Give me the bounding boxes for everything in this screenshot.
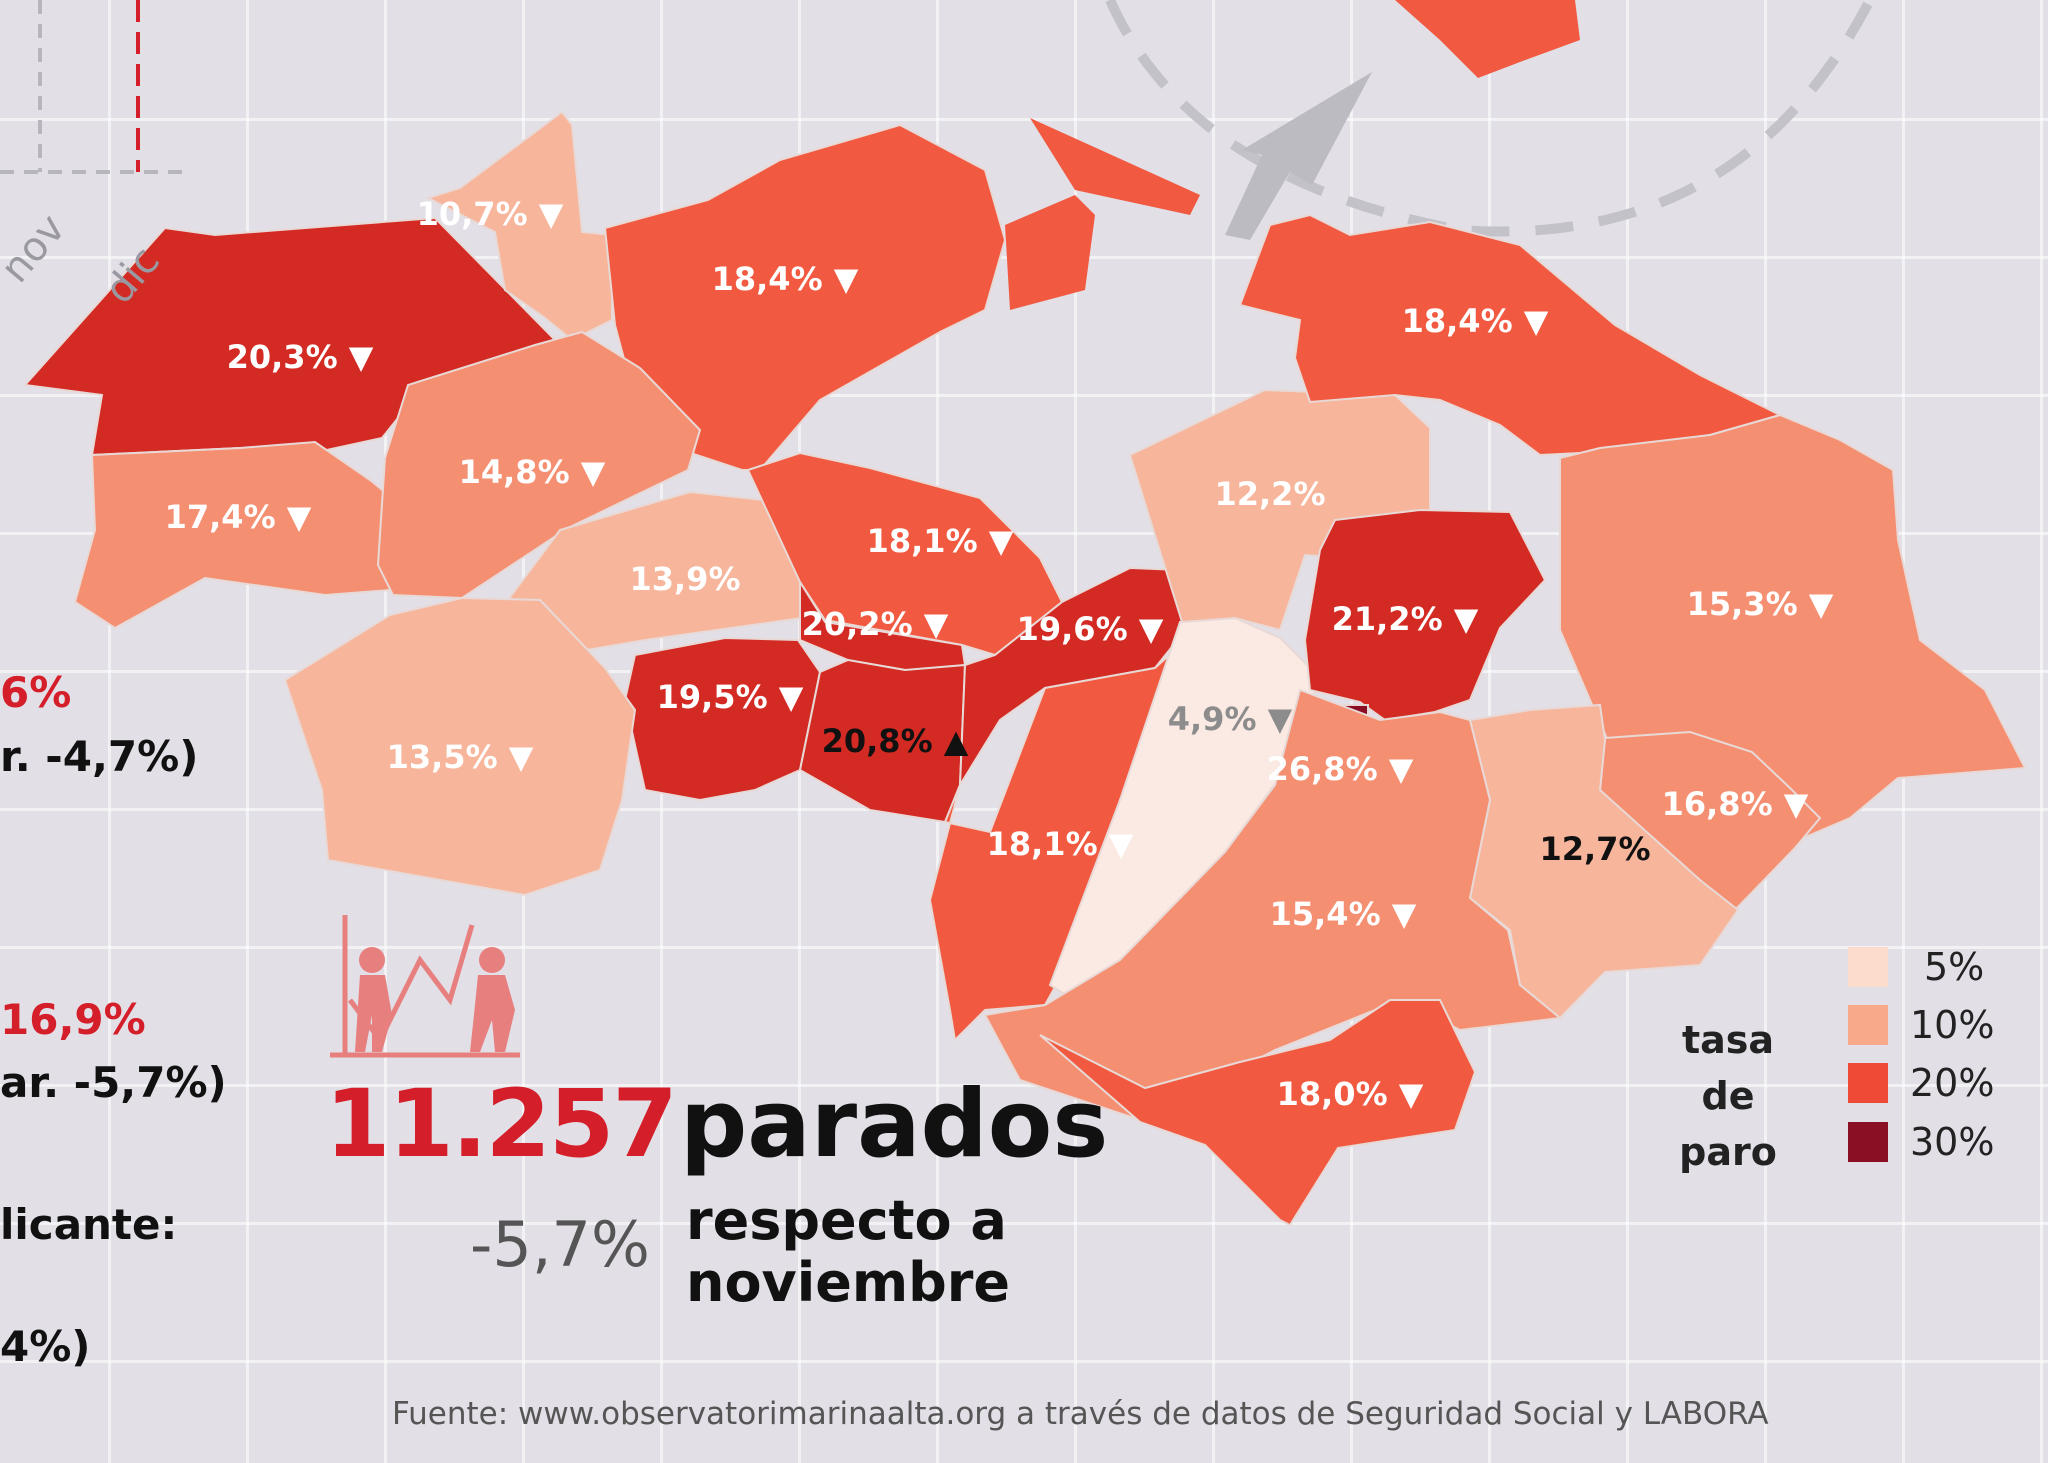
side-stat-value: 16,9% <box>0 995 146 1044</box>
region-rate-label: 10,7% ▼ <box>417 195 564 233</box>
region-r17 <box>1303 508 1547 722</box>
region-shard-west <box>1005 195 1095 310</box>
region-rate-label: 15,4% ▼ <box>1270 895 1417 933</box>
legend-swatch <box>1848 1063 1888 1103</box>
legend-swatch <box>1848 1122 1888 1162</box>
region-r9 <box>623 636 822 802</box>
legend-label: 20% <box>1910 1061 1995 1105</box>
region-rate-label: 19,6% ▼ <box>1017 610 1164 648</box>
region-rate-label: 12,7% <box>1539 830 1650 868</box>
legend-label: 5% <box>1924 945 1985 989</box>
headline-change-text: respecto a noviembre <box>686 1190 1010 1314</box>
legend-title-line: tasa de <box>1681 1018 1775 1118</box>
headline-number: 11.257 <box>325 1070 678 1179</box>
region-rate-label: 20,2% ▼ <box>802 605 949 643</box>
region-rate-label: 13,9% <box>629 560 740 598</box>
region-rate-label: 17,4% ▼ <box>165 498 312 536</box>
legend-label: 30% <box>1910 1120 1995 1164</box>
region-rate-label: 18,4% ▼ <box>1402 302 1549 340</box>
region-top-fragment <box>1395 0 1580 78</box>
headline-change: -5,7% <box>470 1208 650 1281</box>
region-rate-label: 16,8% ▼ <box>1662 785 1809 823</box>
region-rate-label: 18,1% ▼ <box>867 522 1014 560</box>
region-rate-label: 18,0% ▼ <box>1277 1075 1424 1113</box>
region-r23 <box>1039 999 1477 1227</box>
side-stat-heading: licante: <box>0 1200 178 1249</box>
region-rate-label: 18,1% ▼ <box>987 825 1134 863</box>
region-rate-label: 26,8% ▼ <box>1267 750 1414 788</box>
region-rate-label: 18,4% ▼ <box>712 260 859 298</box>
legend-item: 30% <box>1848 1120 1994 1164</box>
region-rate-label: 14,8% ▼ <box>459 453 606 491</box>
region-r4 <box>73 440 394 630</box>
side-stat-variation: 4%) <box>0 1322 91 1371</box>
workers-chart-icon <box>330 915 520 1058</box>
legend-swatch <box>1848 1005 1888 1045</box>
side-stat-value: 6% <box>0 668 72 717</box>
legend-swatch <box>1848 947 1888 987</box>
source-note: Fuente: www.observatorimarinaalta.org a … <box>392 1396 1769 1432</box>
region-shard-north <box>1030 118 1200 215</box>
side-stat-variation: ar. -5,7%) <box>0 1058 227 1107</box>
headline-change-line: noviembre <box>686 1251 1011 1314</box>
region-r5 <box>376 330 702 600</box>
compass-arc <box>1105 0 1875 237</box>
side-stat-variation: r. -4,7%) <box>0 732 199 781</box>
region-rate-label: 21,2% ▼ <box>1332 600 1479 638</box>
legend-title-line: paro <box>1679 1130 1777 1174</box>
legend-item: 5% <box>1848 945 1984 989</box>
headline-label: parados <box>680 1070 1109 1179</box>
region-rate-label: 20,8% ▲ <box>822 722 969 760</box>
headline-change-line: respecto a <box>686 1189 1007 1252</box>
region-r12 <box>283 596 637 897</box>
region-rate-label: 4,9% ▼ <box>1168 700 1293 738</box>
legend-label: 10% <box>1910 1003 1995 1047</box>
region-rate-label: 12,2% <box>1214 475 1325 513</box>
north-arrow-icon <box>1225 72 1372 240</box>
region-rate-label: 15,3% ▼ <box>1687 585 1834 623</box>
legend-title: tasa de paro <box>1652 1012 1804 1180</box>
legend-item: 10% <box>1848 1003 1994 1047</box>
region-rate-label: 19,5% ▼ <box>657 678 804 716</box>
legend-item: 20% <box>1848 1061 1994 1105</box>
region-rate-label: 13,5% ▼ <box>387 738 534 776</box>
region-rate-label: 20,3% ▼ <box>227 338 374 376</box>
